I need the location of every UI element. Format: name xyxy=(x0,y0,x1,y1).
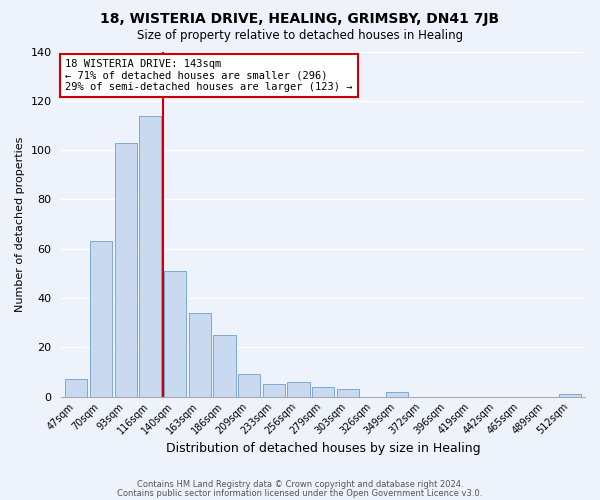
Bar xyxy=(164,271,186,396)
Text: 18 WISTERIA DRIVE: 143sqm
← 71% of detached houses are smaller (296)
29% of semi: 18 WISTERIA DRIVE: 143sqm ← 71% of detac… xyxy=(65,59,353,92)
Bar xyxy=(287,382,310,396)
Text: Contains HM Land Registry data © Crown copyright and database right 2024.: Contains HM Land Registry data © Crown c… xyxy=(137,480,463,489)
Bar xyxy=(337,390,359,396)
Bar xyxy=(115,142,137,396)
Bar xyxy=(559,394,581,396)
Text: 18, WISTERIA DRIVE, HEALING, GRIMSBY, DN41 7JB: 18, WISTERIA DRIVE, HEALING, GRIMSBY, DN… xyxy=(100,12,500,26)
Bar xyxy=(312,387,334,396)
Bar xyxy=(188,313,211,396)
Bar xyxy=(139,116,161,396)
Y-axis label: Number of detached properties: Number of detached properties xyxy=(15,136,25,312)
Text: Contains public sector information licensed under the Open Government Licence v3: Contains public sector information licen… xyxy=(118,488,482,498)
Bar xyxy=(65,380,88,396)
Bar xyxy=(263,384,285,396)
Bar xyxy=(90,242,112,396)
X-axis label: Distribution of detached houses by size in Healing: Distribution of detached houses by size … xyxy=(166,442,481,455)
Bar xyxy=(386,392,409,396)
Text: Size of property relative to detached houses in Healing: Size of property relative to detached ho… xyxy=(137,29,463,42)
Bar xyxy=(213,335,236,396)
Bar xyxy=(238,374,260,396)
